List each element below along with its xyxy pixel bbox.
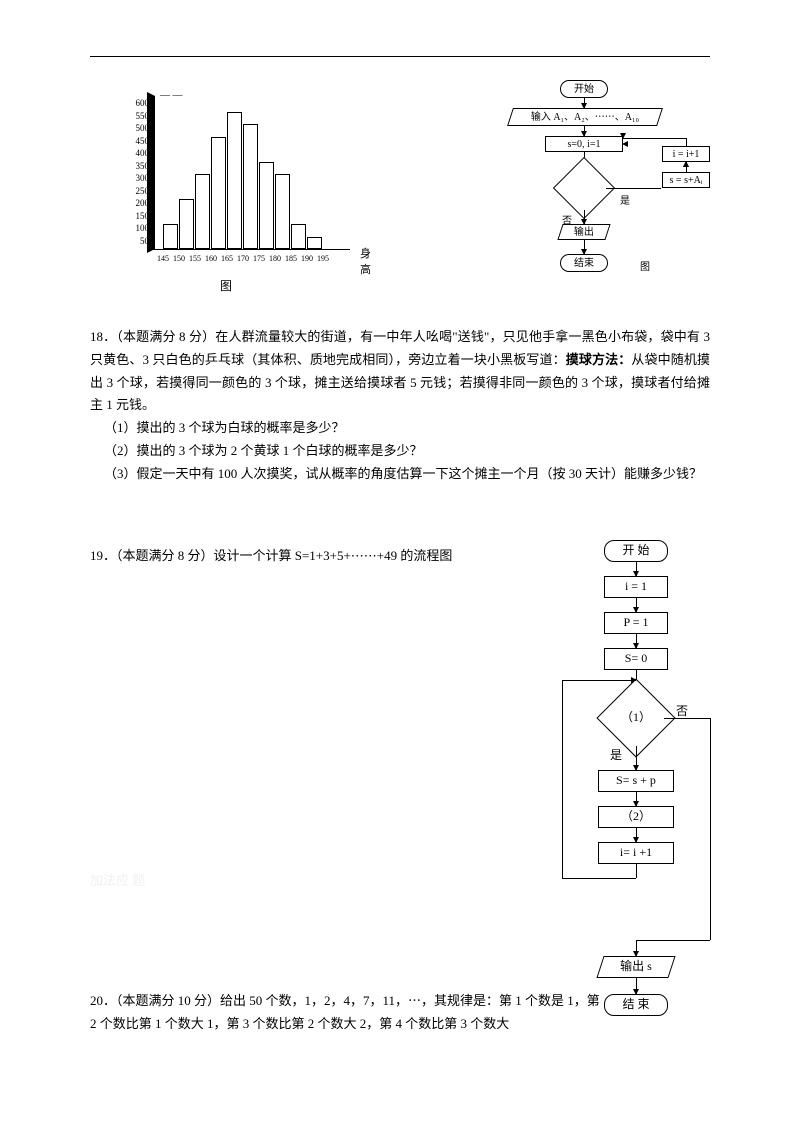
hist-bar [291,224,306,249]
hist-xtick-label: 165 [221,254,233,263]
hist-ytick-label: 500 [125,123,149,133]
f1-yes-label: 是 [620,192,630,207]
hist-bar [195,174,210,249]
f1-start: 开始 [560,80,608,98]
f1-arr-end [584,240,585,254]
f1-midarr [686,162,687,172]
f2-a8 [636,940,637,956]
f1-input: 输入 A₁、A₂、⋯⋯、A₁₀ [507,108,663,126]
f2-no-h2 [636,940,710,941]
hist-xtick-label: 195 [317,254,329,263]
f2-yes: 是 [610,746,622,763]
hist-xtick-label: 175 [253,254,265,263]
hist-ytick-label: 350 [125,161,149,171]
f1-inc: i = i+1 [662,146,710,162]
hist-ytick-label: 300 [125,173,149,183]
q18-intro: 18．（本题满分 8 分）在人群流量较大的街道，有一中年人吆喝"送钱"，只见他手… [90,326,710,417]
f2-i1: i = 1 [604,576,668,598]
f2-s0: S= 0 [604,648,668,670]
f1-acc: s = s+Aᵢ [662,172,710,188]
f2-sum: S= s + p [598,770,674,792]
f2-a2 [636,598,637,612]
watermark: 加法应 题 [90,870,145,889]
hist-ytick-label: 50 [125,236,149,246]
f1-end: 结束 [560,254,608,272]
hist-xtick-label: 150 [173,254,185,263]
hist-ytick-label: 200 [125,198,149,208]
hist-ytick-label: 600 [125,98,149,108]
f1-loop-h [623,138,686,139]
q20: 20．（本题满分 10 分）给出 50 个数，1，2，4，7，11，⋯，其规律是… [90,990,600,1036]
f2-loop-h1 [562,878,636,879]
f2-loop-h2 [562,680,636,681]
hist-bar [163,224,178,249]
f1-no-arr [584,210,585,224]
content: 18．（本题满分 8 分）在人群流量较大的街道，有一中年人吆喝"送钱"，只见他手… [90,326,710,568]
hist-bar [243,124,258,249]
f2-no-h [664,718,710,719]
hist-caption: 图 [220,277,232,294]
q18-p2: （2）摸出的 3 个球为 2 个黄球 1 个白球的概率是多少？ [90,440,710,463]
f2-a3 [636,634,637,648]
hist-xtick-label: 190 [301,254,313,263]
f1-arr2 [584,126,585,136]
f2-no: 否 [676,702,688,719]
f1-loop-v [686,138,687,146]
hist-bar [275,174,290,249]
histogram: — — 501001502002503003504004505005506001… [120,90,380,290]
f1-loop-arr [623,144,624,145]
q18-p3: （3）假定一天中有 100 人次摸奖，试从概率的角度估算一下这个摊主一个月（按 … [90,463,710,486]
f2-out: 输出 s [596,956,675,978]
f2-loop-v1 [636,864,637,878]
f2-cond: （1） [608,690,664,746]
hist-xtick-label: 160 [205,254,217,263]
f2-start: 开 始 [604,540,668,562]
f2-a1 [636,562,637,576]
hist-ytick-label: 400 [125,148,149,158]
f1-init: s=0, i=1 [545,136,623,152]
hist-ytick-label: 550 [125,111,149,121]
f2-a9 [636,978,637,994]
f2-end: 结 束 [604,994,668,1016]
f2-blank2: （2） [598,806,674,828]
f1-decision [562,166,606,210]
hist-bar [211,137,226,250]
hist-bar [307,237,322,250]
hist-bar [227,112,242,250]
figures-row: — — 501001502002503003504004505005506001… [90,80,730,310]
hist-ytick-label: 250 [125,186,149,196]
hist-ytick-label: 100 [125,223,149,233]
hist-xtick-label: 145 [157,254,169,263]
f1-caption: 图 [640,258,650,273]
x-axis-label: 身高 [360,245,380,277]
hist-ytick-label: 450 [125,136,149,146]
f2-a6 [636,792,637,806]
top-rule [90,56,710,57]
f1-yes-line [606,188,660,189]
f1-output: 输出 [557,224,610,240]
hist-bar [179,199,194,249]
q18-p1: （1）摸出的 3 个球为白球的概率是多少？ [90,417,710,440]
hist-ytick-label: 150 [125,211,149,221]
f1-arr1 [584,98,585,108]
f1-spur [660,188,661,189]
hist-xtick-label: 180 [269,254,281,263]
f2-a5 [636,746,637,770]
f2-no-v [710,718,711,940]
flowchart-2: 开 始 i = 1 P = 1 S= 0 （1） 是 否 S= s + p （2… [552,540,722,1060]
hist-plot-area: 5010015020025030035040045050055060014515… [150,100,350,250]
hist-xtick-label: 185 [285,254,297,263]
flowchart-1: 开始 输入 A₁、A₂、⋯⋯、A₁₀ s=0, i=1 是 i = i+1 s … [470,80,730,300]
hist-xtick-label: 170 [237,254,249,263]
f2-p1: P = 1 [604,612,668,634]
f2-a7 [636,828,637,842]
f2-loop-v2 [562,680,563,878]
f2-inc: i= i +1 [598,842,674,864]
hist-xtick-label: 155 [189,254,201,263]
hist-bar [259,162,274,250]
